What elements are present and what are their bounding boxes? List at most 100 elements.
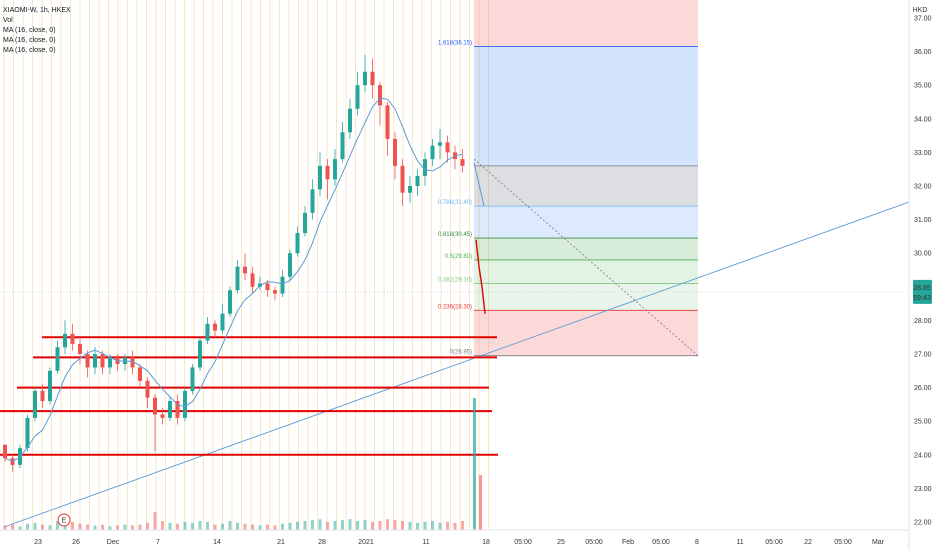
projection-segment bbox=[473, 162, 485, 207]
fib-zone-1 bbox=[474, 165, 698, 207]
legend-ma-1[interactable]: MA (16, close, 0) bbox=[3, 27, 56, 34]
y-tick-4: 26.00 bbox=[914, 385, 932, 392]
candle-body bbox=[220, 313, 225, 331]
volume-bar bbox=[153, 512, 157, 530]
volume-bar bbox=[41, 524, 44, 530]
candle-body bbox=[393, 138, 397, 166]
candle-body bbox=[385, 105, 390, 139]
volume-bar bbox=[363, 520, 367, 530]
x-tick-15: 8 bbox=[695, 539, 699, 546]
candle-body bbox=[400, 165, 405, 193]
candle-body bbox=[93, 354, 97, 368]
candle-body bbox=[235, 266, 240, 291]
candle-body bbox=[153, 397, 157, 415]
candle-body bbox=[100, 354, 105, 368]
volume-bar bbox=[138, 524, 142, 530]
volume-bar bbox=[48, 525, 52, 530]
volume-bar bbox=[258, 525, 262, 530]
volume-bar bbox=[311, 520, 314, 530]
volume-bar bbox=[348, 519, 352, 530]
candle-body bbox=[175, 401, 180, 418]
volume-bar bbox=[108, 526, 112, 530]
legend-volume[interactable]: Vol bbox=[3, 17, 13, 24]
candle-body bbox=[33, 390, 37, 418]
projection-diagonal bbox=[473, 158, 699, 356]
fib-zone-382 bbox=[474, 283, 698, 311]
volume-bar bbox=[221, 523, 224, 530]
fib-label-6: 0(26.95) bbox=[450, 350, 472, 356]
x-tick-9: 18 bbox=[482, 539, 490, 546]
candle-body bbox=[333, 159, 337, 180]
earnings-marker-label: E bbox=[62, 518, 67, 525]
y-tick-6: 28.00 bbox=[914, 318, 932, 325]
x-tick-1: 26 bbox=[72, 539, 80, 546]
candle-body bbox=[295, 233, 300, 254]
x-tick-6: 28 bbox=[318, 539, 326, 546]
volume-bar bbox=[3, 525, 7, 530]
x-tick-4: 14 bbox=[213, 539, 221, 546]
volume-bar bbox=[281, 523, 284, 530]
candle-body bbox=[438, 142, 442, 146]
volume-bar bbox=[86, 524, 89, 530]
volume-bar bbox=[78, 523, 82, 530]
fib-zone-786 bbox=[474, 206, 698, 239]
volume-bar bbox=[131, 525, 134, 530]
x-tick-20: Mar bbox=[872, 539, 885, 546]
fib-zone-1618 bbox=[474, 46, 698, 166]
volume-bar bbox=[71, 521, 74, 530]
volume-bar bbox=[243, 523, 247, 530]
volume-bar bbox=[333, 521, 337, 530]
candle-body bbox=[228, 290, 232, 314]
volume-bar bbox=[11, 524, 14, 530]
volume-bar bbox=[386, 519, 389, 530]
candle-body bbox=[145, 380, 150, 398]
volume-bar bbox=[228, 521, 232, 530]
candle-body bbox=[123, 357, 127, 365]
x-tick-5: 21 bbox=[277, 539, 285, 546]
volume-bar bbox=[296, 521, 299, 530]
volume-bar bbox=[438, 522, 442, 530]
x-tick-10: 05:00 bbox=[514, 539, 532, 546]
fib-label-2: 0.618(30.45) bbox=[438, 232, 472, 238]
candle-body bbox=[280, 276, 285, 294]
y-tick-5: 27.00 bbox=[914, 352, 932, 359]
fib-zone-236 bbox=[474, 310, 698, 356]
volume-bar bbox=[33, 522, 37, 530]
x-tick-14: 05:00 bbox=[652, 539, 670, 546]
candle-body bbox=[265, 283, 270, 291]
candle-body bbox=[318, 165, 322, 190]
candle-body bbox=[48, 370, 52, 402]
legend-ma-2[interactable]: MA (16, close, 0) bbox=[3, 37, 56, 44]
candle-body bbox=[355, 85, 360, 109]
candle-body bbox=[460, 159, 465, 166]
volume-bar bbox=[236, 522, 239, 530]
trendline bbox=[3, 200, 913, 528]
volume-bar bbox=[146, 522, 149, 530]
volume-bar bbox=[423, 521, 427, 530]
volume-bar bbox=[461, 521, 464, 530]
legend-ma-3[interactable]: MA (16, close, 0) bbox=[3, 47, 56, 54]
candle-body bbox=[370, 71, 375, 86]
volume-bar bbox=[26, 523, 29, 530]
x-tick-19: 05:00 bbox=[834, 539, 852, 546]
candle-body bbox=[85, 354, 90, 368]
candle-body bbox=[55, 347, 60, 371]
volume-bar bbox=[101, 524, 104, 530]
candle-body bbox=[363, 71, 367, 86]
fib-zone-5 bbox=[474, 259, 698, 284]
volume-bar bbox=[266, 524, 269, 530]
y-tick-3: 25.00 bbox=[914, 419, 932, 426]
volume-bar bbox=[176, 523, 179, 530]
x-tick-2: Dec bbox=[107, 539, 120, 546]
candle-body bbox=[430, 145, 435, 160]
volume-bar bbox=[123, 524, 127, 530]
candle-body bbox=[408, 186, 412, 193]
candle-body bbox=[190, 367, 195, 391]
volume-bar bbox=[18, 526, 22, 530]
candle-body bbox=[130, 357, 135, 368]
candle-body bbox=[415, 175, 420, 186]
legend-symbol[interactable]: XIAOMI-W, 1h, HKEX bbox=[3, 7, 71, 14]
moving-average-line bbox=[4, 97, 463, 463]
price-badge-countdown: 59:43 bbox=[913, 295, 931, 302]
